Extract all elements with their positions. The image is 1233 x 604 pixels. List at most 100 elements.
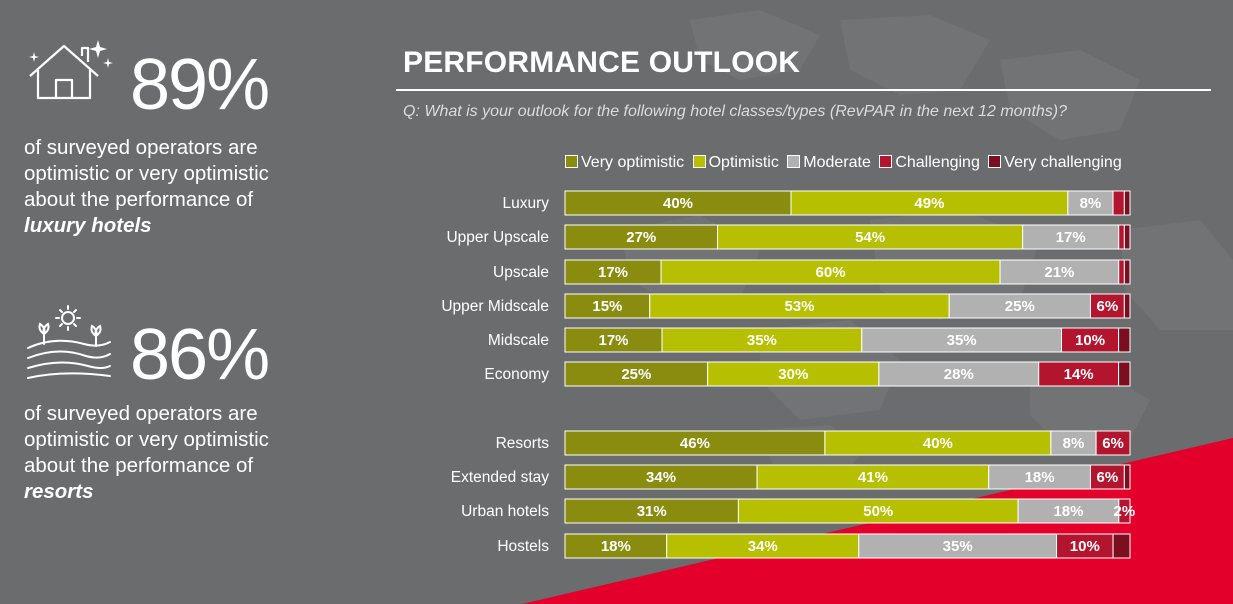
bar-segment-very-optimistic [564,327,663,353]
legend-label: Very challenging [1004,154,1122,171]
legend-label: Very optimistic [581,154,685,171]
bar-segment-challenging [1095,430,1131,456]
bar-segment-moderate [948,293,1091,319]
bar-segment-very-optimistic [564,533,668,559]
category-label: Upscale [493,264,549,281]
bar-segment-very-challenging [1123,293,1131,319]
data-label: 6% [1097,469,1119,486]
bar-segment-challenging [1089,464,1125,490]
data-label: 10% [1075,332,1105,349]
data-label: 2% [1114,503,1136,520]
data-label: 8% [1080,195,1102,212]
legend-item-very-challenging: Very challenging [988,154,1122,172]
data-label: 31% [637,503,667,520]
data-label: 8% [1063,435,1085,452]
legend-swatch [787,155,801,168]
data-label: 50% [863,503,893,520]
bar-segment-challenging [1118,259,1125,285]
bar-segment-very-optimistic [564,190,792,216]
data-label: 14% [1064,366,1094,383]
legend-swatch [988,155,1002,168]
data-label: 15% [592,298,622,315]
legend-item-optimistic: Optimistic [692,154,779,172]
bar-segment-challenging [1061,327,1120,353]
bar-segment-very-challenging [1118,361,1131,387]
data-label: 6% [1102,435,1124,452]
data-label: 17% [598,264,628,281]
data-label: 60% [816,264,846,281]
bar-segment-very-challenging [1118,327,1131,353]
category-label: Resorts [496,435,550,452]
bar-segment-moderate [858,533,1058,559]
bar-segment-optimistic [790,190,1069,216]
stat-line: optimistic or very optimistic [24,162,269,185]
data-label: 34% [748,538,778,555]
legend-swatch [565,155,578,168]
data-label: 34% [646,469,676,486]
data-label: 18% [601,538,631,555]
bar-segment-challenging [1118,224,1125,250]
bar-segment-very-challenging [1123,224,1131,250]
bar-segment-moderate [999,259,1120,285]
chart-subtitle: Q: What is your outlook for the followin… [403,103,1068,120]
legend-item-challenging: Challenging [879,154,980,172]
legend-item-moderate: Moderate [787,154,871,172]
bar-segment-optimistic [756,464,990,490]
data-label: 30% [778,366,808,383]
bar-segment-challenging [1056,533,1114,559]
legend-label: Moderate [803,154,871,171]
data-label: 46% [680,435,710,452]
data-label: 49% [914,195,944,212]
category-label: Economy [484,366,549,383]
data-label: 17% [598,332,628,349]
bar-segment-very-optimistic [564,259,662,285]
bar-segment-very-optimistic [564,361,709,387]
bar-segment-challenging [1118,498,1131,524]
data-label: 28% [944,366,974,383]
data-label: 40% [663,195,693,212]
bar-segment-moderate [1050,430,1097,456]
title-divider [396,89,1211,91]
bar-segment-optimistic [824,430,1052,456]
category-label: Midscale [488,332,549,349]
category-label: Extended stay [451,469,549,486]
data-label: 53% [784,298,814,315]
legend-label: Challenging [895,154,980,171]
bar-segment-moderate [1067,190,1114,216]
data-label: 54% [855,229,885,246]
data-label: 35% [943,538,973,555]
bar-segment-very-challenging [1123,464,1131,490]
data-label: 40% [923,435,953,452]
bar-segment-optimistic [660,259,1001,285]
chart-legend: Very optimistic Optimistic Moderate Chal… [565,154,1126,172]
stat-line: about the performance of [24,188,254,211]
data-label: 25% [1005,298,1035,315]
data-label: 35% [947,332,977,349]
chart-title: PERFORMANCE OUTLOOK [403,46,801,79]
bar-segment-very-optimistic [564,224,719,250]
data-label: 6% [1097,298,1119,315]
bar-segment-very-challenging [1123,259,1131,285]
stat-line: about the performance of [24,454,254,477]
stat-line: of surveyed operators are [24,136,258,159]
house-sparkle-icon [29,40,113,100]
bar-segment-optimistic [737,498,1019,524]
legend-swatch [879,155,893,168]
bar-segment-moderate [1017,498,1120,524]
bar-segment-moderate [878,361,1040,387]
stat-description: of surveyed operators are optimistic or … [24,401,324,505]
bar-segment-moderate [1022,224,1120,250]
stat-emphasis: luxury hotels [24,214,152,237]
category-label: Hostels [497,538,549,555]
bar-segment-very-optimistic [564,293,651,319]
landscape-sun-icon [27,305,111,379]
bar-segment-optimistic [717,224,1024,250]
bar-segment-challenging [1112,190,1125,216]
stat-line: optimistic or very optimistic [24,428,269,451]
stat-value: 86% [130,315,270,395]
bar-segment-very-challenging [1112,533,1131,559]
stat-description: of surveyed operators are optimistic or … [24,135,324,239]
data-label: 18% [1053,503,1083,520]
data-label: 35% [747,332,777,349]
